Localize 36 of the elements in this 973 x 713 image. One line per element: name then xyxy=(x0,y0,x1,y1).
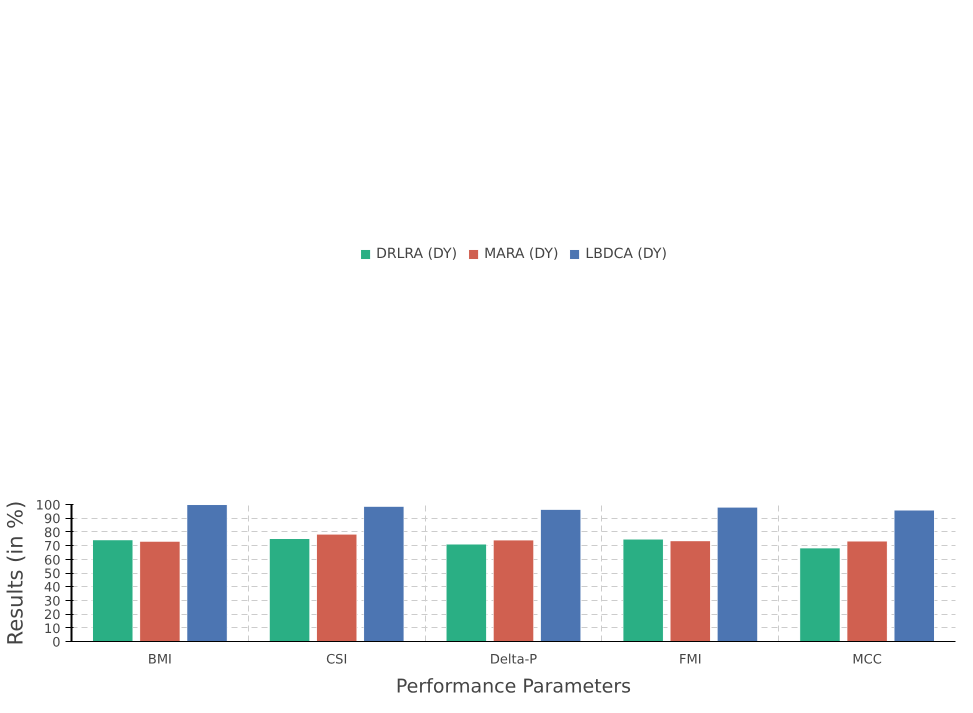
bar xyxy=(717,507,758,642)
legend-label: LBDCA (DY) xyxy=(585,246,667,262)
bar xyxy=(540,509,581,642)
bar xyxy=(670,540,711,642)
legend-label: MARA (DY) xyxy=(484,246,558,262)
bar xyxy=(186,504,228,642)
y-tick-label: 70 xyxy=(44,540,61,555)
bar xyxy=(316,534,357,642)
y-tick-label: 40 xyxy=(44,580,61,596)
x-tick-label: BMI xyxy=(148,652,172,668)
bar xyxy=(446,544,487,642)
bar xyxy=(92,540,134,642)
bar xyxy=(894,510,935,642)
x-tick-label: MCC xyxy=(852,652,882,668)
y-tick-label: 100 xyxy=(36,498,61,514)
legend-label: DRLRA (DY) xyxy=(376,246,458,262)
bar xyxy=(269,538,310,642)
y-tick-label: 80 xyxy=(44,526,61,541)
x-axis-title: Performance Parameters xyxy=(396,676,632,698)
y-tick-label: 90 xyxy=(44,512,61,528)
y-tick-label: 0 xyxy=(52,636,61,650)
y-tick-label: 50 xyxy=(44,567,61,582)
y-tick-label: 60 xyxy=(44,553,61,568)
bar xyxy=(622,539,664,642)
x-tick-label: Delta-P xyxy=(490,652,538,668)
y-tick-label: 20 xyxy=(44,608,61,624)
bar xyxy=(846,540,888,642)
y-axis-title: Results (in %) xyxy=(4,500,28,646)
bar xyxy=(364,506,404,642)
x-tick-label: CSI xyxy=(326,652,348,668)
x-tick-label: FMI xyxy=(679,652,702,668)
bar xyxy=(493,540,534,642)
y-tick-label: 30 xyxy=(44,594,61,610)
bar xyxy=(140,541,180,642)
y-tick-label: 10 xyxy=(44,622,61,637)
bar xyxy=(800,548,840,642)
